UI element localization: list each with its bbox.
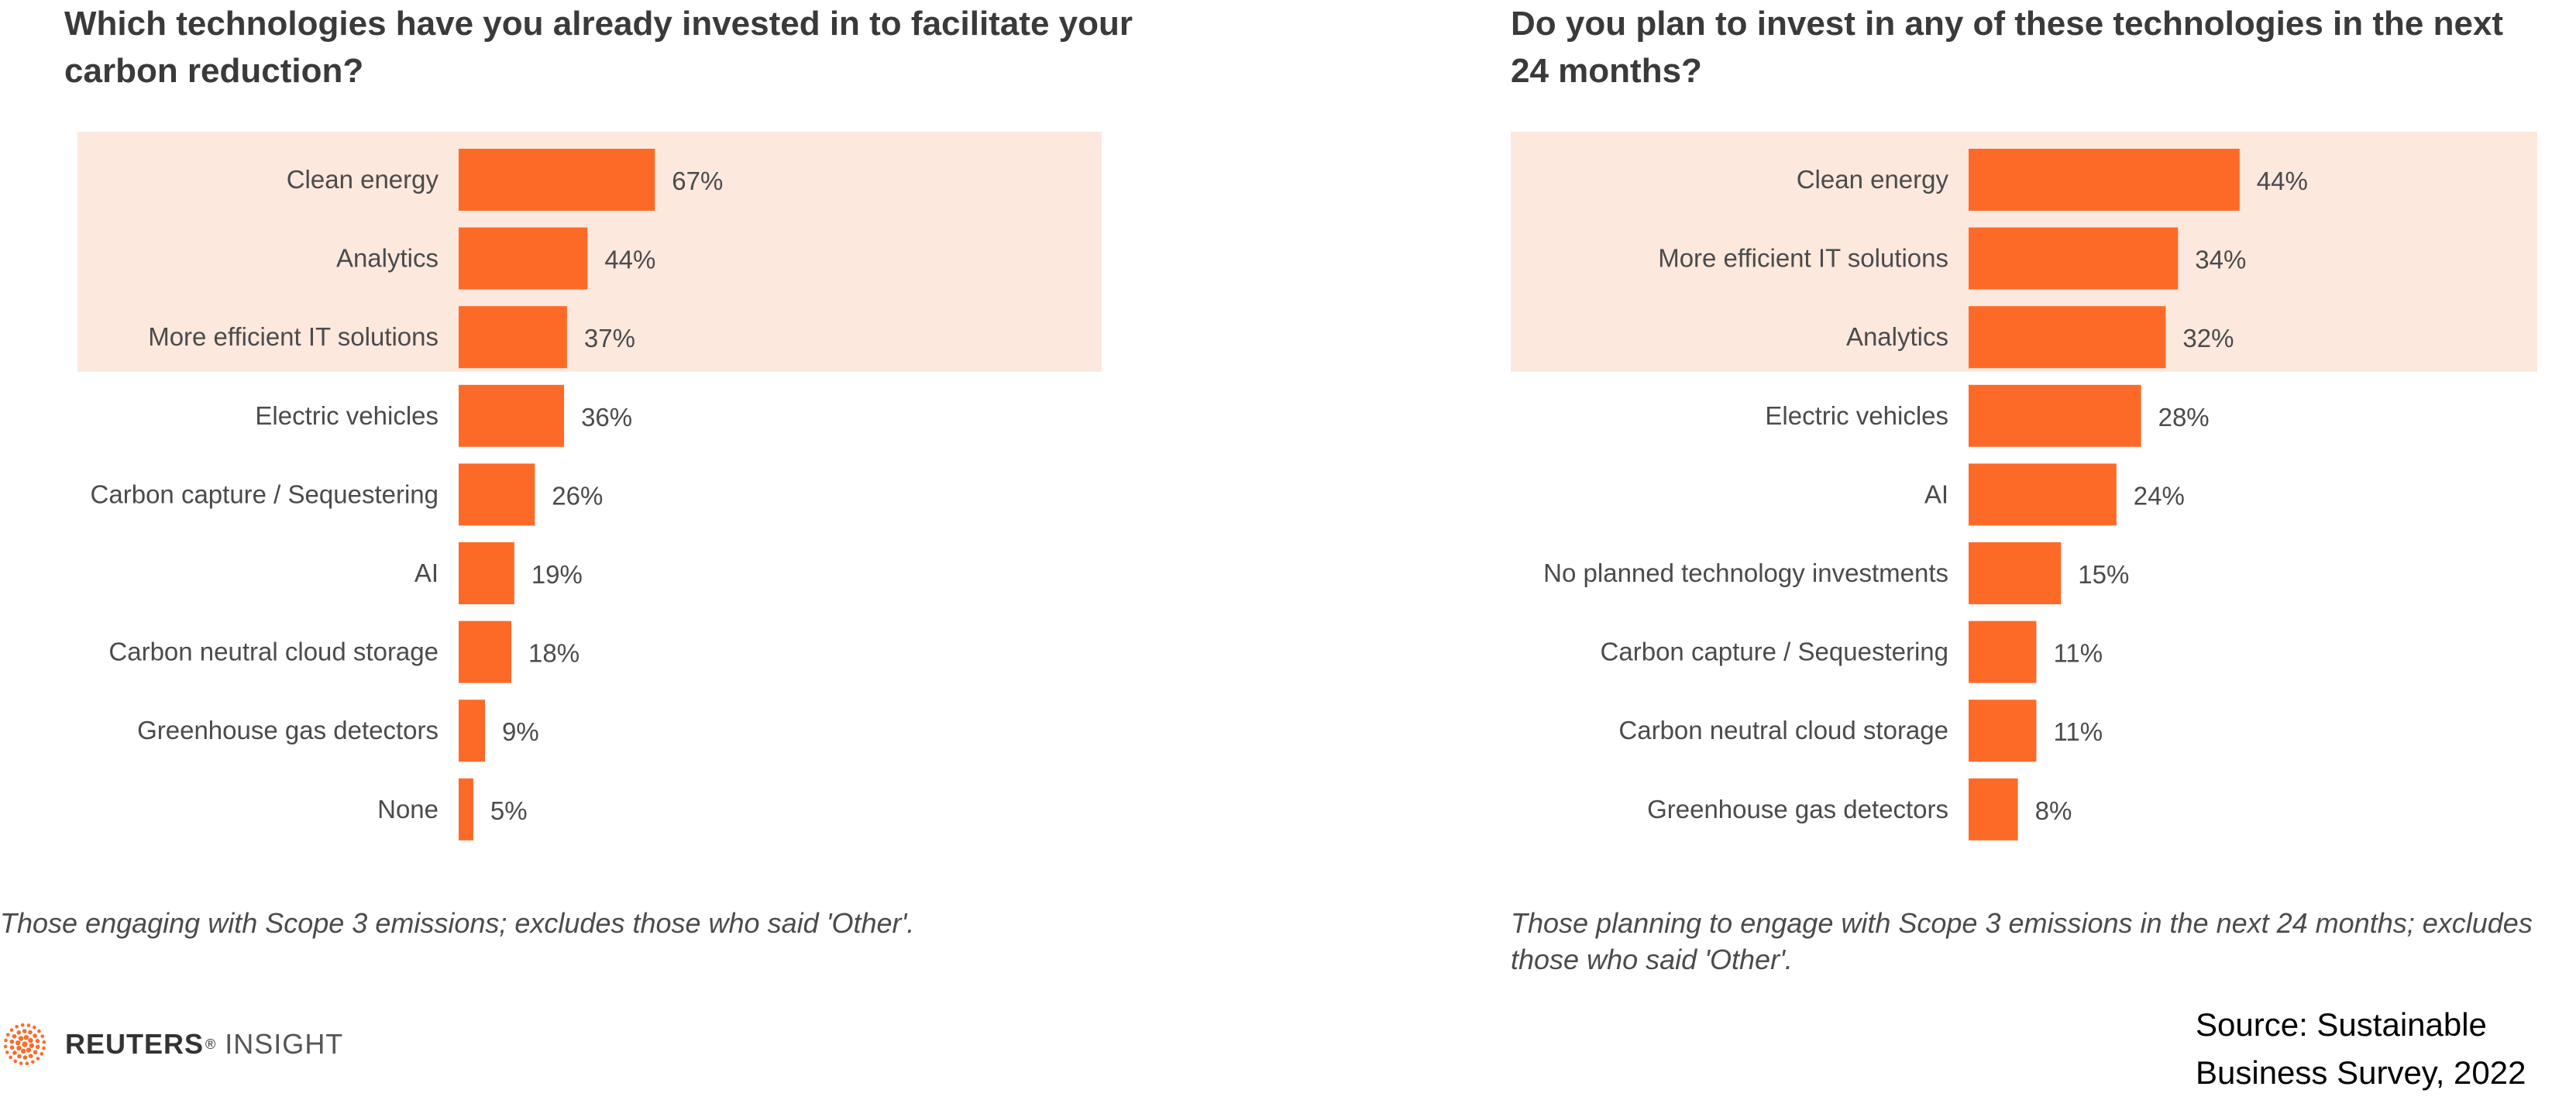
chart-panel-planned-investments: Do you plan to invest in any of these te…	[1511, 0, 2576, 1114]
bar-chart-current-investments: Clean energy 67% Analytics 44% More efficien…	[77, 132, 1102, 841]
category-label: More efficient IT solutions	[1658, 244, 1948, 273]
data-label: 37%	[584, 324, 635, 352]
category-label: AI	[414, 559, 439, 587]
chart-footnote: Those engaging with Scope 3 emissions; e…	[0, 907, 915, 939]
bar	[459, 700, 486, 762]
bar	[1969, 778, 2018, 841]
logo-product-text: INSIGHT	[225, 1028, 344, 1060]
bar	[459, 542, 514, 604]
category-label: Greenhouse gas detectors	[1647, 795, 1948, 823]
bar	[459, 149, 655, 211]
chart-panel-current-investments: Which technologies have you already inve…	[0, 0, 1255, 1114]
category-label: Carbon neutral cloud storage	[108, 638, 439, 666]
data-label: 28%	[2158, 403, 2210, 432]
bar	[1969, 306, 2166, 369]
category-label: No planned technology investments	[1543, 559, 1948, 587]
chart-title: Which technologies have you already inve…	[64, 5, 1133, 90]
reuters-dot-circle-icon	[3, 1023, 46, 1066]
category-label: More efficient IT solutions	[148, 322, 439, 351]
category-label: Analytics	[1846, 322, 1948, 351]
bar	[1969, 227, 2179, 290]
chart-footnote: Those planning to engage with Scope 3 em…	[1511, 907, 2533, 975]
bar	[459, 306, 567, 369]
data-label: 18%	[528, 639, 580, 668]
data-label: 36%	[581, 403, 632, 432]
data-label: 8%	[2035, 796, 2072, 825]
category-label: Electric vehicles	[1765, 401, 1948, 430]
logo-brand-text: REUTERS	[65, 1028, 205, 1060]
data-label: 67%	[672, 167, 723, 195]
category-label: Analytics	[336, 244, 439, 273]
data-label: 19%	[531, 560, 583, 589]
bar	[459, 384, 565, 447]
bar	[1969, 700, 2037, 762]
category-label: Carbon neutral cloud storage	[1618, 716, 1948, 744]
data-label: 44%	[2257, 167, 2308, 195]
bar	[1969, 542, 2062, 604]
bar	[459, 463, 535, 526]
category-label: Electric vehicles	[255, 401, 439, 430]
bar	[1969, 621, 2037, 683]
bar-chart-planned-investments: Clean energy 44% More efficient IT solutio…	[1511, 132, 2537, 841]
data-label: 32%	[2182, 324, 2234, 352]
data-label: 9%	[502, 717, 539, 746]
category-label: Carbon capture / Sequestering	[1601, 638, 1948, 666]
data-label: 34%	[2195, 246, 2246, 274]
category-label: Clean energy	[287, 165, 439, 194]
data-label: 44%	[604, 246, 655, 274]
bar	[459, 227, 588, 290]
category-label: AI	[1924, 480, 1948, 508]
chart-title: Do you plan to invest in any of these te…	[1511, 5, 2504, 90]
data-label: 26%	[552, 481, 603, 510]
bar	[1969, 149, 2240, 211]
data-label: 24%	[2134, 481, 2185, 510]
data-label: 11%	[2053, 639, 2103, 668]
category-label: Carbon capture / Sequestering	[91, 480, 439, 508]
data-label: 15%	[2078, 560, 2129, 589]
bar	[1969, 384, 2141, 447]
category-label: Greenhouse gas detectors	[137, 716, 439, 744]
category-label: None	[377, 795, 439, 823]
bar	[459, 621, 512, 683]
reuters-insight-logo: REUTERS ® INSIGHT	[0, 1019, 343, 1069]
logo-registered-mark: ®	[205, 1036, 216, 1052]
bar	[1969, 463, 2117, 526]
data-label: 5%	[490, 796, 528, 825]
source-citation: Source: Sustainable Business Survey, 202…	[2196, 1006, 2526, 1091]
data-label: 11%	[2053, 717, 2103, 746]
bar	[459, 778, 473, 841]
category-label: Clean energy	[1797, 165, 1949, 194]
